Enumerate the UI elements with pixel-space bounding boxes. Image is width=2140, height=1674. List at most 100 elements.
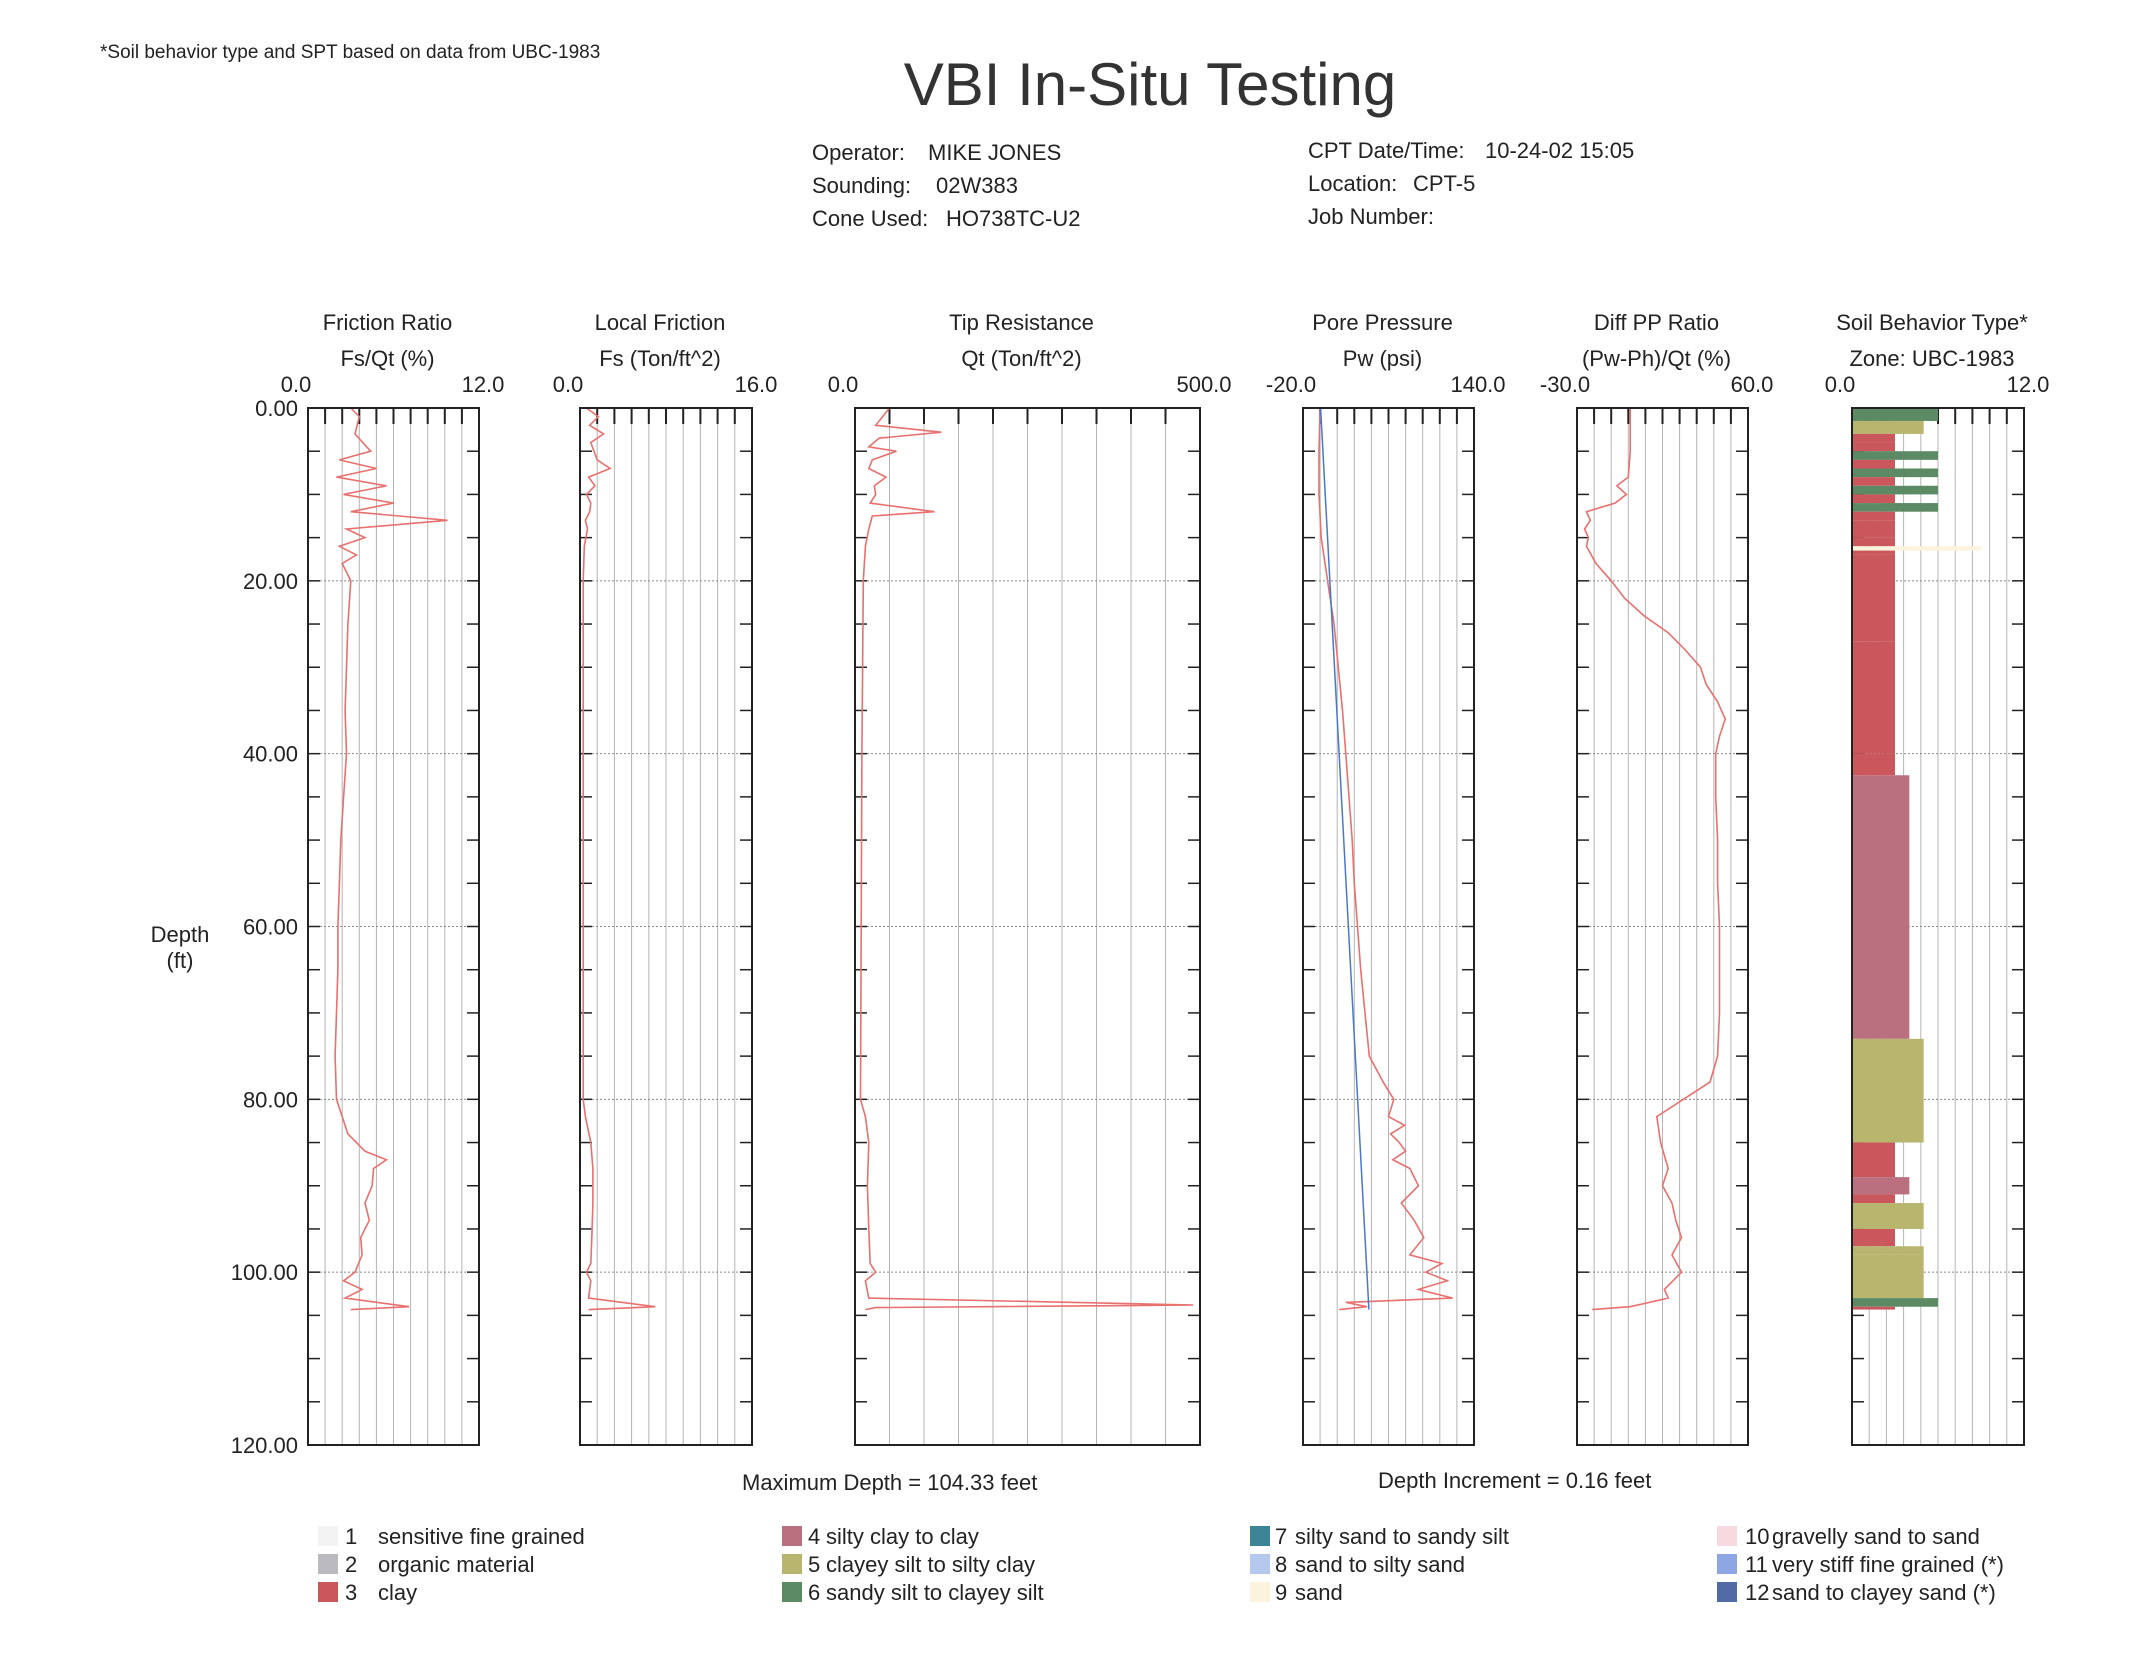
track-5: Diff PP Ratio (Pw-Ph)/Qt (%)-30.0 60.0 <box>1540 310 1774 1446</box>
soil-zone-bar <box>1852 1142 1895 1178</box>
legend-label: sensitive fine grained <box>378 1524 585 1549</box>
soil-zone-bar <box>1852 775 1910 1039</box>
x-tick-max: 500.0 <box>1176 372 1231 397</box>
track-2: Local Friction Fs (Ton/ft^2) 0.0 16.0 <box>553 310 778 1446</box>
depth-increment-label: Depth Increment = 0.16 feet <box>1378 1468 1652 1493</box>
legend-swatch <box>1250 1554 1270 1574</box>
legend-label: sand to clayey sand (*) <box>1772 1580 1996 1605</box>
depth-tick-label: 80.00 <box>243 1087 298 1112</box>
legend-label: silty clay to clay <box>826 1524 979 1549</box>
soil-zone-bar <box>1852 1246 1924 1255</box>
legend-label: sand <box>1295 1580 1343 1605</box>
depth-tick-label: 40.00 <box>243 742 298 767</box>
data-trace <box>334 407 448 1311</box>
date-value: 10-24-02 15:05 <box>1485 138 1635 163</box>
soil-zone-bar <box>1852 1177 1910 1195</box>
soil-zone-bar <box>1852 433 1895 443</box>
depth-axis-unit: (ft) <box>167 948 194 973</box>
legend-swatch <box>782 1582 802 1602</box>
track-grid <box>1577 408 1748 1445</box>
cone-label: Cone Used: <box>812 206 929 231</box>
legend-label: very stiff fine grained (*) <box>1772 1552 2004 1577</box>
legend-number: 10 <box>1745 1524 1770 1549</box>
x-tick-min: 0.0 <box>828 372 859 397</box>
track-frame <box>579 407 753 1446</box>
sounding-label: Sounding: <box>812 173 912 198</box>
operator-value: MIKE JONES <box>928 140 1062 165</box>
legend-label: sandy silt to clayey silt <box>826 1580 1044 1605</box>
legend-label: clayey silt to silty clay <box>826 1552 1036 1577</box>
track-grid <box>308 408 479 1445</box>
soil-zone-bar <box>1852 550 1895 555</box>
track-frame <box>1851 407 2025 1446</box>
soil-zone-bar <box>1852 468 1938 478</box>
track-frame <box>307 407 480 1446</box>
track-title: Friction Ratio <box>323 310 453 335</box>
track-x-label: Zone: UBC-1983 <box>1849 346 2014 371</box>
legend-number: 5 <box>808 1552 821 1577</box>
legend-number: 6 <box>808 1580 821 1605</box>
legend-number: 4 <box>808 1524 821 1549</box>
legend-swatch <box>1717 1582 1737 1602</box>
track-title: Diff PP Ratio <box>1594 310 1719 335</box>
legend-number: 2 <box>345 1552 358 1577</box>
legend-label: gravelly sand to sand <box>1772 1524 1980 1549</box>
source-note: *Soil behavior type and SPT based on dat… <box>100 42 601 63</box>
track-frame <box>1576 407 1749 1446</box>
data-trace <box>1583 408 1727 1311</box>
soil-zone-bar <box>1852 520 1895 538</box>
legend-number: 1 <box>345 1524 358 1549</box>
x-tick-min: -30.0 <box>1540 372 1590 397</box>
date-label: CPT Date/Time: <box>1308 138 1465 163</box>
soil-zone-bar <box>1852 1228 1895 1247</box>
depth-tick-labels: 0.00 20.00 40.00 60.00 80.00 100.00 120.00 <box>231 396 298 1458</box>
soil-type-bars <box>1852 408 1981 1310</box>
depth-tick-label: 100.00 <box>231 1260 298 1285</box>
job-label: Job Number: <box>1308 204 1434 229</box>
operator-label: Operator: <box>812 140 905 165</box>
soil-zone-bar <box>1852 554 1895 642</box>
x-tick-max: 16.0 <box>735 372 778 397</box>
track-grid <box>580 408 752 1445</box>
track-3: Tip Resistance Qt (Ton/ft^2) 0.0 500.0 <box>828 310 1232 1446</box>
legend-label: clay <box>378 1580 418 1605</box>
legend-swatch <box>1717 1526 1737 1546</box>
depth-axis: Depth (ft) 0.00 20.00 40.00 60.00 80.00 100.0… <box>151 396 298 1458</box>
x-tick-min: 0.0 <box>1825 372 1856 397</box>
data-trace <box>1318 407 1453 1311</box>
track-4: Pore Pressure Pw (psi) -20.0 140.0 <box>1266 310 1506 1446</box>
soil-zone-bar <box>1852 546 1981 551</box>
legend-label: sand to silty sand <box>1295 1552 1465 1577</box>
x-tick-max: 12.0 <box>2007 372 2050 397</box>
x-tick-min: -20.0 <box>1266 372 1316 397</box>
soil-zone-bar <box>1852 485 1938 495</box>
soil-zone-bar <box>1852 477 1895 486</box>
legend-number: 3 <box>345 1580 358 1605</box>
track-x-label: (Pw-Ph)/Qt (%) <box>1582 346 1731 371</box>
x-tick-min: 0.0 <box>553 372 584 397</box>
legend-number: 8 <box>1275 1552 1288 1577</box>
data-trace <box>859 407 1194 1311</box>
depth-axis-label: Depth <box>151 922 210 947</box>
soil-zone-bar <box>1852 1254 1924 1299</box>
legend-number: 12 <box>1745 1580 1770 1605</box>
track-x-label: Qt (Ton/ft^2) <box>961 346 1081 371</box>
soil-zone-bar <box>1852 1203 1924 1229</box>
soil-zone-bar <box>1852 494 1895 504</box>
depth-tick-label: 0.00 <box>255 396 298 421</box>
legend-swatch <box>318 1526 338 1546</box>
track-title: Pore Pressure <box>1312 310 1453 335</box>
x-tick-max: 60.0 <box>1731 372 1774 397</box>
cone-value: HO738TC-U2 <box>946 206 1081 231</box>
track-title: Soil Behavior Type* <box>1836 310 2028 335</box>
legend-swatch <box>1717 1554 1737 1574</box>
max-depth-label: Maximum Depth = 104.33 feet <box>742 1470 1038 1495</box>
soil-zone-bar <box>1852 503 1938 512</box>
track-grid <box>855 408 1200 1445</box>
page-title: VBI In-Situ Testing <box>903 51 1397 118</box>
legend-number: 7 <box>1275 1524 1288 1549</box>
soil-zone-bar <box>1852 1298 1938 1307</box>
depth-tick-label: 120.00 <box>231 1433 298 1458</box>
